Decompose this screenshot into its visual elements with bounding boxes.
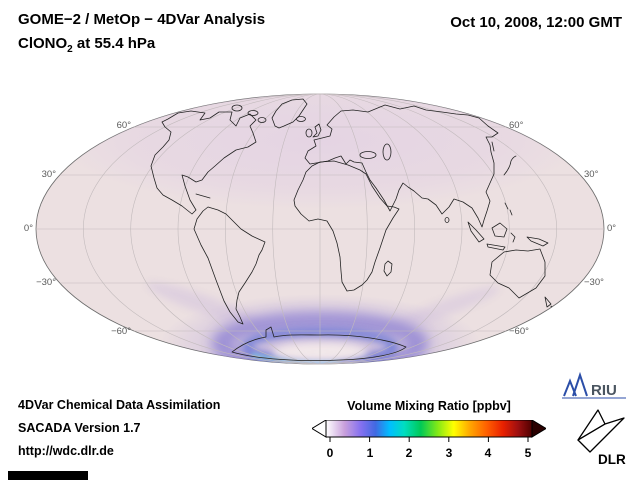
lat-label-left-m30: −30°	[36, 277, 56, 288]
lat-label-left-60: 60°	[116, 120, 131, 131]
coast-arctic-island-2	[247, 110, 259, 116]
coast-philippines	[504, 202, 513, 216]
coast-sumatra	[467, 221, 485, 243]
coast-black-sea	[359, 151, 377, 159]
coast-borneo	[491, 222, 508, 238]
dlr-logo: DLR	[577, 409, 626, 467]
bottom-left-bar	[8, 471, 88, 480]
coast-australia	[489, 248, 546, 299]
colorbar-left-arrow	[312, 420, 327, 438]
footer-line-2: SACADA Version 1.7	[18, 421, 141, 435]
coast-south-america	[193, 206, 266, 325]
coast-africa	[293, 160, 400, 292]
colorbar-tick-3: 3	[445, 446, 453, 460]
graticule	[36, 93, 604, 365]
colorbar-tick-2: 2	[405, 446, 413, 460]
compound-subscript: 2	[67, 43, 73, 55]
coast-madagascar	[383, 260, 393, 277]
coast-sri-lanka	[444, 217, 450, 223]
riu-logo-text: RIU	[591, 382, 617, 399]
pressure-level: at 55.4 hPa	[72, 34, 156, 52]
streak-east	[390, 286, 500, 330]
lat-label-right-30: 30°	[584, 169, 599, 180]
colorbar-ticks	[329, 437, 529, 442]
coast-java	[486, 243, 506, 251]
lat-label-right-m30: −30°	[584, 277, 604, 288]
coast-greenland	[271, 98, 308, 129]
coastlines	[150, 98, 558, 362]
coast-ireland	[305, 128, 313, 138]
lat-label-left-m60: −60°	[111, 326, 131, 337]
colorbar-title: Volume Mixing Ratio [ppbv]	[347, 399, 511, 413]
dlr-logo-text: DLR	[598, 452, 626, 467]
coast-baffin	[257, 117, 267, 123]
coast-iceland	[296, 116, 306, 122]
compound-name: ClONO	[18, 34, 68, 52]
lat-label-left-30: 30°	[41, 169, 56, 180]
title-line-2: ClONO2 at 55.4 hPa	[18, 34, 265, 55]
coast-britain	[312, 123, 322, 138]
coast-caspian-sea	[382, 143, 392, 161]
colorbar-tick-0: 0	[326, 446, 334, 460]
title-block: GOME−2 / MetOp − 4DVar Analysis ClONO2 a…	[18, 11, 266, 55]
lat-label-right-60: 60°	[509, 120, 524, 131]
coast-new-guinea	[526, 236, 549, 247]
footer-line-1: 4DVar Chemical Data Assimilation	[18, 398, 221, 412]
lat-label-right-m60: −60°	[509, 326, 529, 337]
riu-peaks-icon	[563, 372, 588, 397]
colorbar-scale	[312, 420, 546, 442]
timestamp: Oct 10, 2008, 12:00 GMT	[450, 14, 622, 31]
colorbar-tick-1: 1	[366, 446, 374, 460]
lat-label-left-0: 0°	[23, 223, 33, 234]
dlr-emblem-icon	[577, 409, 625, 453]
footer-url: http://wdc.dlr.de	[18, 444, 114, 458]
colorbar-gradient	[325, 420, 533, 438]
title-line-1: GOME−2 / MetOp − 4DVar Analysis	[18, 11, 266, 28]
streak-west	[146, 282, 264, 328]
colorbar: Volume Mixing Ratio [ppbv]	[312, 399, 546, 463]
coast-japan	[503, 155, 517, 176]
colorbar-tick-5: 5	[524, 446, 532, 460]
coast-antarctica	[231, 326, 407, 362]
coast-sakhalin	[491, 141, 495, 152]
colorbar-right-arrow	[531, 420, 546, 438]
lat-label-right-0: 0°	[607, 223, 617, 234]
coast-arctic-island-1	[231, 104, 243, 112]
coast-cuba	[195, 193, 211, 199]
coast-eurasia	[304, 104, 499, 228]
coast-sulawesi	[510, 232, 516, 243]
colorbar-tick-4: 4	[484, 446, 492, 460]
riu-logo: RIU	[562, 372, 626, 399]
coast-north-america	[150, 110, 257, 215]
